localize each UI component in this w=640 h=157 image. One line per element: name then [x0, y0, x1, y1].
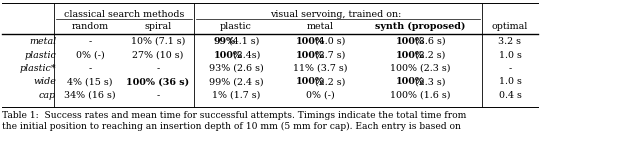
Text: 1% (1.7 s): 1% (1.7 s)	[212, 91, 260, 100]
Text: random: random	[72, 22, 109, 31]
Text: 100%: 100%	[214, 51, 243, 60]
Text: -: -	[156, 91, 159, 100]
Text: classical search methods: classical search methods	[64, 10, 184, 19]
Text: 3.2 s: 3.2 s	[499, 37, 522, 46]
Text: -: -	[508, 64, 511, 73]
Text: (2.4s): (2.4s)	[230, 51, 260, 60]
Text: (2.7 s): (2.7 s)	[312, 51, 346, 60]
Text: metal: metal	[29, 37, 56, 46]
Text: 100% (36 s): 100% (36 s)	[127, 78, 189, 87]
Text: 27% (10 s): 27% (10 s)	[132, 51, 184, 60]
Text: optimal: optimal	[492, 22, 528, 31]
Text: 99% (2.4 s): 99% (2.4 s)	[209, 78, 263, 87]
Text: plastic*: plastic*	[19, 64, 56, 73]
Text: 34% (16 s): 34% (16 s)	[64, 91, 116, 100]
Text: 1.0 s: 1.0 s	[499, 78, 522, 87]
Text: 100% (2.3 s): 100% (2.3 s)	[390, 64, 451, 73]
Text: wide: wide	[33, 78, 56, 87]
Text: 0% (-): 0% (-)	[76, 51, 104, 60]
Text: 4% (15 s): 4% (15 s)	[67, 78, 113, 87]
Text: 100%: 100%	[296, 78, 324, 87]
Text: spiral: spiral	[145, 22, 172, 31]
Text: 10% (7.1 s): 10% (7.1 s)	[131, 37, 185, 46]
Text: 1.0 s: 1.0 s	[499, 51, 522, 60]
Text: (4.0 s): (4.0 s)	[312, 37, 346, 46]
Text: -: -	[156, 64, 159, 73]
Text: Table 1:  Success rates and mean time for successful attempts. Timings indicate : Table 1: Success rates and mean time for…	[2, 111, 467, 120]
Text: plastic: plastic	[24, 51, 56, 60]
Text: cap: cap	[39, 91, 56, 100]
Text: 100%: 100%	[396, 51, 424, 60]
Text: -: -	[88, 37, 92, 46]
Text: 100% (1.6 s): 100% (1.6 s)	[390, 91, 451, 100]
Text: 100%: 100%	[396, 78, 424, 87]
Text: 11% (3.7 s): 11% (3.7 s)	[292, 64, 348, 73]
Text: -: -	[88, 64, 92, 73]
Text: synth (proposed): synth (proposed)	[375, 22, 465, 31]
Text: plastic: plastic	[220, 22, 252, 31]
Text: 0.4 s: 0.4 s	[499, 91, 522, 100]
Text: (3.6 s): (3.6 s)	[412, 37, 446, 46]
Text: 0% (-): 0% (-)	[306, 91, 334, 100]
Text: 100%: 100%	[396, 37, 424, 46]
Text: 100%: 100%	[296, 51, 324, 60]
Text: the initial position to reaching an insertion depth of 10 mm (5 mm for cap). Eac: the initial position to reaching an inse…	[2, 122, 461, 131]
Text: metal: metal	[307, 22, 333, 31]
Text: (2.3 s): (2.3 s)	[412, 78, 446, 87]
Text: visual servoing, trained on:: visual servoing, trained on:	[270, 10, 402, 19]
Text: 99%: 99%	[214, 37, 236, 46]
Text: 100%: 100%	[296, 37, 324, 46]
Text: (4.1 s): (4.1 s)	[227, 37, 260, 46]
Text: (2.2 s): (2.2 s)	[412, 51, 446, 60]
Text: (2.2 s): (2.2 s)	[312, 78, 346, 87]
Text: 93% (2.6 s): 93% (2.6 s)	[209, 64, 264, 73]
